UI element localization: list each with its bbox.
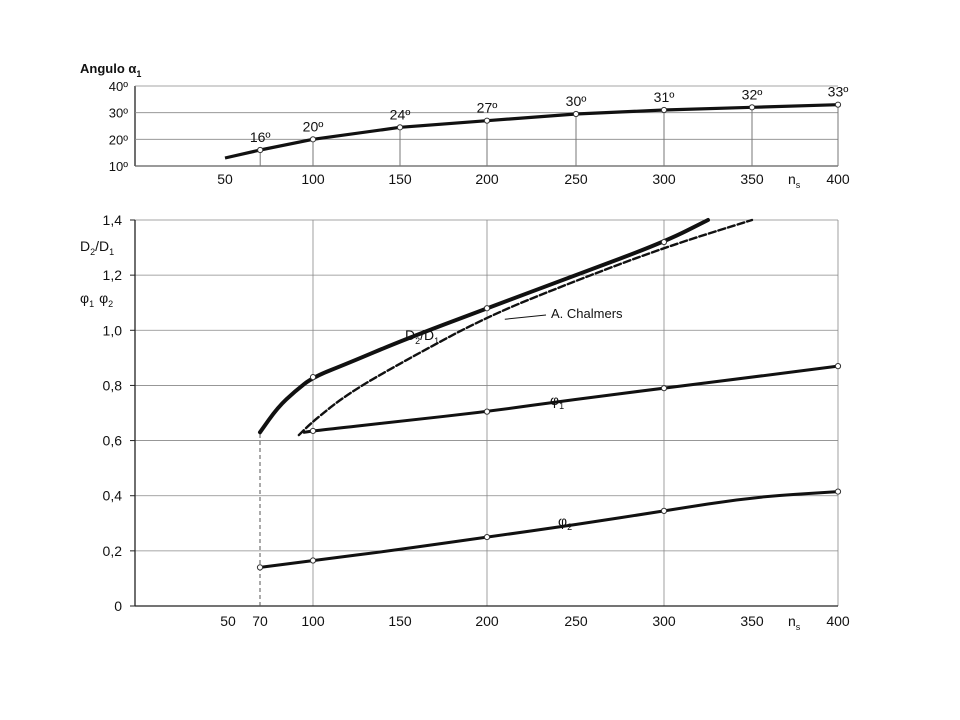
ratio-chart-y-tick-label: 1,0 <box>103 322 123 338</box>
angle-chart-x-tick-label: 100 <box>301 171 325 187</box>
angle-chart-markers <box>257 101 842 154</box>
angle-chart-y-tick-label: 10º <box>109 159 128 174</box>
ratio-chart-y-tick-label: 1,4 <box>103 212 123 228</box>
ratio-chart-x-tick-label: 300 <box>652 613 676 629</box>
angle-marker <box>483 117 491 124</box>
angle-chart-x-axis-label: ns <box>788 171 801 190</box>
angle-chart-title: Angulo α1 <box>80 61 141 79</box>
ratio-chart-x-tick-label: 150 <box>388 613 412 629</box>
angle-point-label: 33º <box>828 84 849 100</box>
ratio-chart-x-tick-label: 50 <box>220 613 236 629</box>
angle-chart: Angulo α1 10º 20º 30º 40º 50 100 150 200 250 300… <box>80 61 850 190</box>
ratio-chart-marker <box>309 557 317 564</box>
angle-marker <box>834 101 842 108</box>
angle-marker <box>748 104 756 111</box>
angle-chart-y-tick-label: 20º <box>109 132 128 147</box>
angle-chart-y-tick-label: 40º <box>109 79 128 94</box>
curve-chalmers <box>297 218 754 437</box>
ratio-chart-x-tick-label: 350 <box>740 613 764 629</box>
angle-point-label: 16º <box>250 129 271 145</box>
series-label-phi1: φ1 <box>550 392 564 411</box>
ratio-chart-markers <box>256 238 842 571</box>
ratio-chart-y-ticks: 0 0,2 0,4 0,6 0,8 1,0 1,2 1,4 <box>103 212 123 614</box>
ratio-chart-marker <box>309 374 317 381</box>
angle-point-label: 20º <box>303 118 324 134</box>
angle-point-label: 27º <box>477 100 498 116</box>
ratio-chart-marker <box>256 564 264 571</box>
ratio-chart-y-axis-label-line1: D2/D1 <box>80 238 114 257</box>
ratio-chart-marker <box>483 533 491 541</box>
ratio-chart-marker <box>660 507 668 514</box>
annotation-chalmers-leader <box>504 314 547 320</box>
ratio-chart-x-axis-label: ns <box>788 613 801 632</box>
angle-chart-x-tick-label: 400 <box>826 171 850 187</box>
angle-point-label: 30º <box>566 93 587 109</box>
angle-point-label: 32º <box>742 86 763 102</box>
angle-chart-x-ticks: 50 100 150 200 250 300 350 400 <box>217 171 850 187</box>
ratio-chart-marker <box>834 363 842 370</box>
ratio-chart-x-ticks: 50 70 100 150 200 250 300 350 400 <box>220 613 850 629</box>
angle-point-label: 24º <box>390 106 411 122</box>
ratio-chart-y-tick-label: 0 <box>114 598 122 614</box>
angle-chart-y-ticks: 10º 20º 30º 40º <box>109 79 128 174</box>
angle-chart-x-tick-label: 300 <box>652 171 676 187</box>
ratio-chart-marker <box>834 488 842 495</box>
angle-marker <box>396 124 404 131</box>
ratio-chart-y-tick-label: 0,8 <box>103 377 123 393</box>
angle-marker <box>257 146 264 154</box>
angle-marker <box>572 110 580 118</box>
annotation-chalmers: A. Chalmers <box>551 306 623 321</box>
curve-phi2 <box>258 490 840 569</box>
angle-chart-x-tick-label: 200 <box>475 171 499 187</box>
series-label-phi2: φ2 <box>558 513 572 532</box>
ratio-chart-y-axis-label-line2: φ1 φ2 <box>80 290 113 309</box>
angle-marker <box>660 106 668 114</box>
ratio-chart-marker <box>660 238 668 246</box>
series-label-d2-d1: D2/D1 <box>405 327 439 346</box>
ratio-chart-x-tick-label: 400 <box>826 613 850 629</box>
ratio-chart-y-tick-label: 0,4 <box>103 488 123 504</box>
ratio-chart-marker <box>309 427 317 435</box>
angle-chart-x-tick-label: 250 <box>564 171 588 187</box>
angle-chart-x-tick-label: 50 <box>217 171 233 187</box>
angle-chart-y-tick-label: 30º <box>109 106 128 121</box>
ratio-chart-x-tick-label: 250 <box>564 613 588 629</box>
angle-chart-point-labels: 16º 20º 24º 27º 30º 31º 32º 33º <box>250 84 848 145</box>
angle-point-label: 31º <box>654 89 675 105</box>
ratio-chart-marker <box>660 385 668 392</box>
angle-marker <box>309 136 317 143</box>
curve-d2-d1 <box>258 218 710 435</box>
ratio-chart-marker <box>483 408 491 415</box>
ratio-chart-y-tick-label: 0,2 <box>103 543 123 559</box>
curve-phi1 <box>302 364 840 434</box>
ratio-chart: D2/D1 φ1 φ2 00,20,40,60,81,01,21,4 50 70 10… <box>80 212 850 632</box>
ratio-chart-x-tick-label: 100 <box>301 613 325 629</box>
ratio-chart-y-tick-label: 1,2 <box>103 267 123 283</box>
ratio-chart-y-tick-label: 0,6 <box>103 433 123 449</box>
angle-chart-lines <box>224 103 839 166</box>
angle-chart-x-tick-label: 350 <box>740 171 764 187</box>
ratio-chart-marker <box>483 305 491 312</box>
ratio-chart-lines <box>258 218 840 569</box>
angle-chart-x-tick-label: 150 <box>388 171 412 187</box>
ratio-chart-x-tick-label: 200 <box>475 613 499 629</box>
ratio-chart-x-tick-label: 70 <box>252 613 268 629</box>
